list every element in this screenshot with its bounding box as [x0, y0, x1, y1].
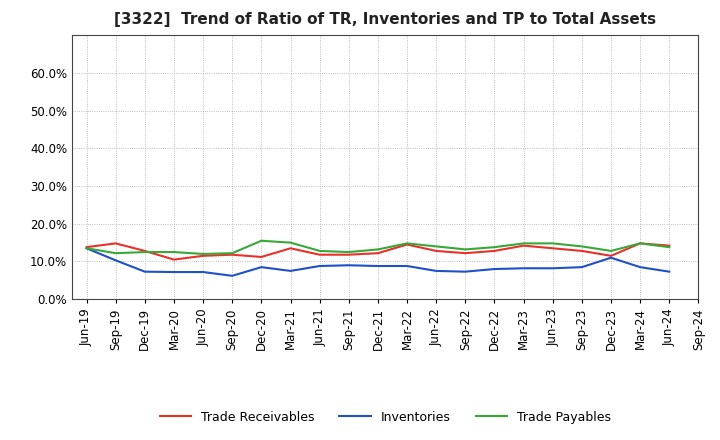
- Trade Payables: [519, 241, 528, 246]
- Line: Trade Receivables: Trade Receivables: [86, 243, 670, 260]
- Trade Receivables: [432, 248, 441, 253]
- Trade Payables: [112, 250, 120, 256]
- Trade Receivables: [82, 245, 91, 250]
- Trade Receivables: [286, 246, 294, 251]
- Line: Trade Payables: Trade Payables: [86, 241, 670, 254]
- Inventories: [549, 266, 557, 271]
- Inventories: [199, 269, 207, 275]
- Trade Receivables: [140, 248, 149, 253]
- Trade Payables: [170, 249, 179, 255]
- Trade Payables: [82, 246, 91, 251]
- Inventories: [636, 264, 644, 270]
- Inventories: [112, 258, 120, 263]
- Trade Receivables: [577, 248, 586, 253]
- Trade Payables: [577, 244, 586, 249]
- Trade Receivables: [607, 253, 616, 258]
- Trade Receivables: [199, 253, 207, 258]
- Inventories: [607, 255, 616, 260]
- Trade Payables: [344, 249, 353, 255]
- Trade Payables: [490, 245, 499, 250]
- Trade Payables: [636, 241, 644, 246]
- Inventories: [577, 264, 586, 270]
- Trade Payables: [374, 247, 382, 252]
- Trade Payables: [228, 250, 237, 256]
- Trade Receivables: [519, 243, 528, 248]
- Inventories: [665, 269, 674, 274]
- Trade Payables: [432, 244, 441, 249]
- Trade Receivables: [402, 242, 411, 247]
- Inventories: [432, 268, 441, 274]
- Trade Payables: [665, 245, 674, 250]
- Inventories: [402, 264, 411, 269]
- Inventories: [257, 264, 266, 270]
- Trade Receivables: [112, 241, 120, 246]
- Trade Receivables: [170, 257, 179, 262]
- Trade Receivables: [665, 243, 674, 248]
- Trade Receivables: [374, 250, 382, 256]
- Title: [3322]  Trend of Ratio of TR, Inventories and TP to Total Assets: [3322] Trend of Ratio of TR, Inventories…: [114, 12, 656, 27]
- Trade Payables: [257, 238, 266, 243]
- Trade Payables: [140, 249, 149, 255]
- Inventories: [315, 264, 324, 269]
- Trade Receivables: [461, 250, 469, 256]
- Trade Receivables: [344, 252, 353, 257]
- Inventories: [228, 273, 237, 279]
- Trade Receivables: [636, 241, 644, 246]
- Trade Payables: [286, 240, 294, 245]
- Trade Receivables: [549, 246, 557, 251]
- Inventories: [490, 266, 499, 271]
- Inventories: [374, 264, 382, 269]
- Trade Payables: [402, 241, 411, 246]
- Trade Receivables: [315, 252, 324, 257]
- Trade Payables: [461, 247, 469, 252]
- Trade Payables: [315, 248, 324, 253]
- Inventories: [170, 269, 179, 275]
- Inventories: [519, 266, 528, 271]
- Inventories: [82, 246, 91, 251]
- Trade Receivables: [490, 248, 499, 253]
- Line: Inventories: Inventories: [86, 248, 670, 276]
- Trade Receivables: [228, 252, 237, 257]
- Trade Payables: [199, 251, 207, 257]
- Trade Receivables: [257, 254, 266, 260]
- Inventories: [344, 263, 353, 268]
- Inventories: [140, 269, 149, 274]
- Legend: Trade Receivables, Inventories, Trade Payables: Trade Receivables, Inventories, Trade Pa…: [155, 406, 616, 429]
- Trade Payables: [549, 241, 557, 246]
- Inventories: [461, 269, 469, 274]
- Trade Payables: [607, 248, 616, 253]
- Inventories: [286, 268, 294, 274]
